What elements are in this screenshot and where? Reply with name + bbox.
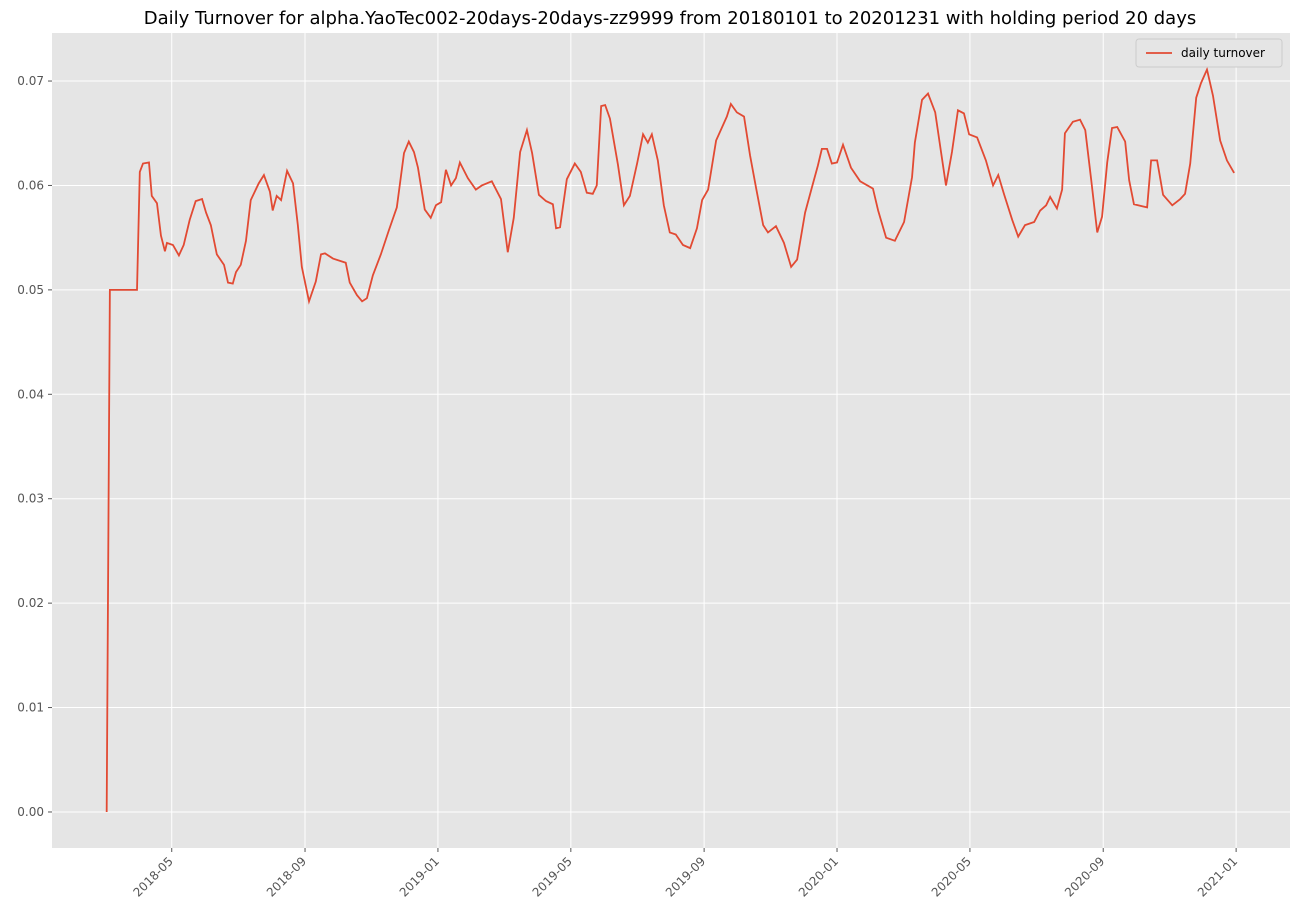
y-tick-label: 0.05 <box>17 283 44 297</box>
plot-area <box>52 33 1290 848</box>
y-tick-label: 0.04 <box>17 387 44 401</box>
y-tick-label: 0.07 <box>17 74 44 88</box>
y-tick-label: 0.02 <box>17 596 44 610</box>
x-tick-label: 2021-01 <box>1195 854 1240 899</box>
y-tick-label: 0.00 <box>17 805 44 819</box>
x-tick-label: 2020-05 <box>929 854 974 899</box>
legend-box <box>1135 38 1283 68</box>
x-tick-label: 2020-09 <box>1062 854 1107 899</box>
x-tick-label: 2020-01 <box>796 854 841 899</box>
chart-title: Daily Turnover for alpha.YaoTec002-20day… <box>144 8 1196 29</box>
y-tick-label: 0.06 <box>17 178 44 192</box>
y-tick-label: 0.03 <box>17 492 44 506</box>
legend-label: daily turnover <box>1181 46 1265 60</box>
x-tick-label: 2018-09 <box>264 854 309 899</box>
y-tick-label: 0.01 <box>17 701 44 715</box>
x-tick-label: 2018-05 <box>130 854 175 899</box>
x-tick-label: 2019-05 <box>530 854 575 899</box>
x-tick-label: 2019-01 <box>397 854 442 899</box>
data-line <box>105 66 1235 812</box>
x-tick-label: 2019-09 <box>663 854 708 899</box>
